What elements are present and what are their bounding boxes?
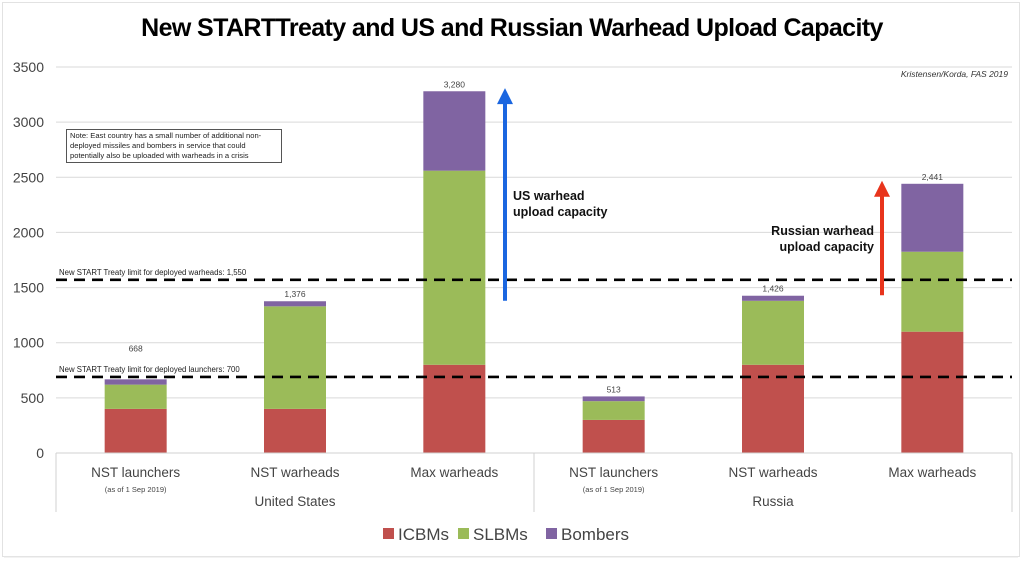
x-axis: NST launchers (as of 1 Sep 2019) NST warhe…	[55, 452, 1013, 512]
bars: 668 1,376 3,280 513 1,426 2,441	[104, 79, 964, 453]
legend: ICBMs SLBMs Bombers	[4, 525, 1018, 558]
total-data-label: 2,441	[922, 172, 944, 182]
x-category-label: Max warheads	[410, 465, 498, 480]
bar-segment-slbms	[901, 251, 964, 332]
reference-line-label: New START Treaty limit for deployed laun…	[59, 365, 240, 374]
x-category-label: NST warheads	[728, 465, 817, 480]
bar-segment-bombers	[264, 301, 326, 307]
note-box: Note: East country has a small number of…	[66, 129, 282, 163]
x-category-label: NST launchers	[569, 465, 658, 480]
x-category-label: Max warheads	[888, 465, 976, 480]
y-tick-label: 0	[36, 445, 44, 461]
annotations: US warhead upload capacity Russian warhead…	[497, 88, 890, 301]
annotation-label: US warhead	[513, 189, 585, 203]
y-tick-label: 2000	[13, 224, 44, 240]
bar-segment-bombers	[104, 379, 167, 385]
y-tick-label: 1000	[13, 335, 44, 351]
arrow-up-icon	[874, 180, 890, 197]
x-group-label: Russia	[752, 494, 794, 509]
reference-line-label: New START Treaty limit for deployed warh…	[59, 268, 247, 277]
legend-label: ICBMs	[398, 525, 449, 544]
x-category-label: NST launchers	[91, 465, 180, 480]
bar-segment-slbms	[264, 306, 326, 409]
bar-segment-slbms	[582, 401, 645, 420]
total-data-label: 668	[129, 344, 143, 354]
bar-segment-icbms	[264, 408, 326, 453]
x-category-label: NST warheads	[250, 465, 339, 480]
bar-segment-slbms	[423, 170, 486, 365]
annotation-label: upload capacity	[513, 205, 608, 219]
legend-label: SLBMs	[473, 525, 528, 544]
gridlines	[56, 66, 1012, 399]
legend-swatch-icbms	[383, 528, 394, 539]
total-data-label: 513	[607, 384, 621, 394]
reference-lines: New START Treaty limit for deployed warh…	[56, 268, 1012, 379]
x-category-sublabel: (as of 1 Sep 2019)	[105, 485, 167, 494]
total-data-label: 1,426	[762, 284, 784, 294]
x-group-label: United States	[254, 494, 335, 509]
bar-segment-slbms	[742, 300, 804, 365]
legend-swatch-slbms	[458, 528, 469, 539]
y-axis: 0 500 1000 1500 2000 2500 3000 3500	[13, 59, 44, 461]
bar-segment-bombers	[901, 183, 964, 252]
total-data-label: 1,376	[284, 289, 306, 299]
bar-segment-icbms	[901, 331, 964, 453]
chart-title: New STARTTreaty and US and Russian Warhe…	[141, 14, 883, 42]
source-credit: Kristensen/Korda, FAS 2019	[901, 69, 1008, 79]
bar-segment-bombers	[582, 396, 645, 402]
x-category-sublabel: (as of 1 Sep 2019)	[583, 485, 645, 494]
bar-segment-bombers	[742, 295, 804, 301]
bar-segment-icbms	[104, 408, 167, 453]
legend-swatch-bombers	[546, 528, 557, 539]
annotation-label: Russian warhead	[771, 224, 874, 238]
legend-label: Bombers	[561, 525, 629, 544]
bar-segment-icbms	[742, 364, 804, 453]
annotation-label: upload capacity	[780, 240, 875, 254]
y-tick-label: 3500	[13, 59, 44, 75]
y-tick-label: 2500	[13, 169, 44, 185]
y-tick-label: 500	[21, 390, 45, 406]
total-data-label: 3,280	[444, 79, 466, 89]
arrow-up-icon	[497, 88, 513, 105]
y-tick-label: 3000	[13, 114, 44, 130]
bar-segment-icbms	[423, 364, 486, 453]
y-tick-label: 1500	[13, 280, 44, 296]
bar-segment-icbms	[582, 419, 645, 453]
bar-segment-slbms	[104, 384, 167, 409]
bar-segment-bombers	[423, 91, 486, 171]
